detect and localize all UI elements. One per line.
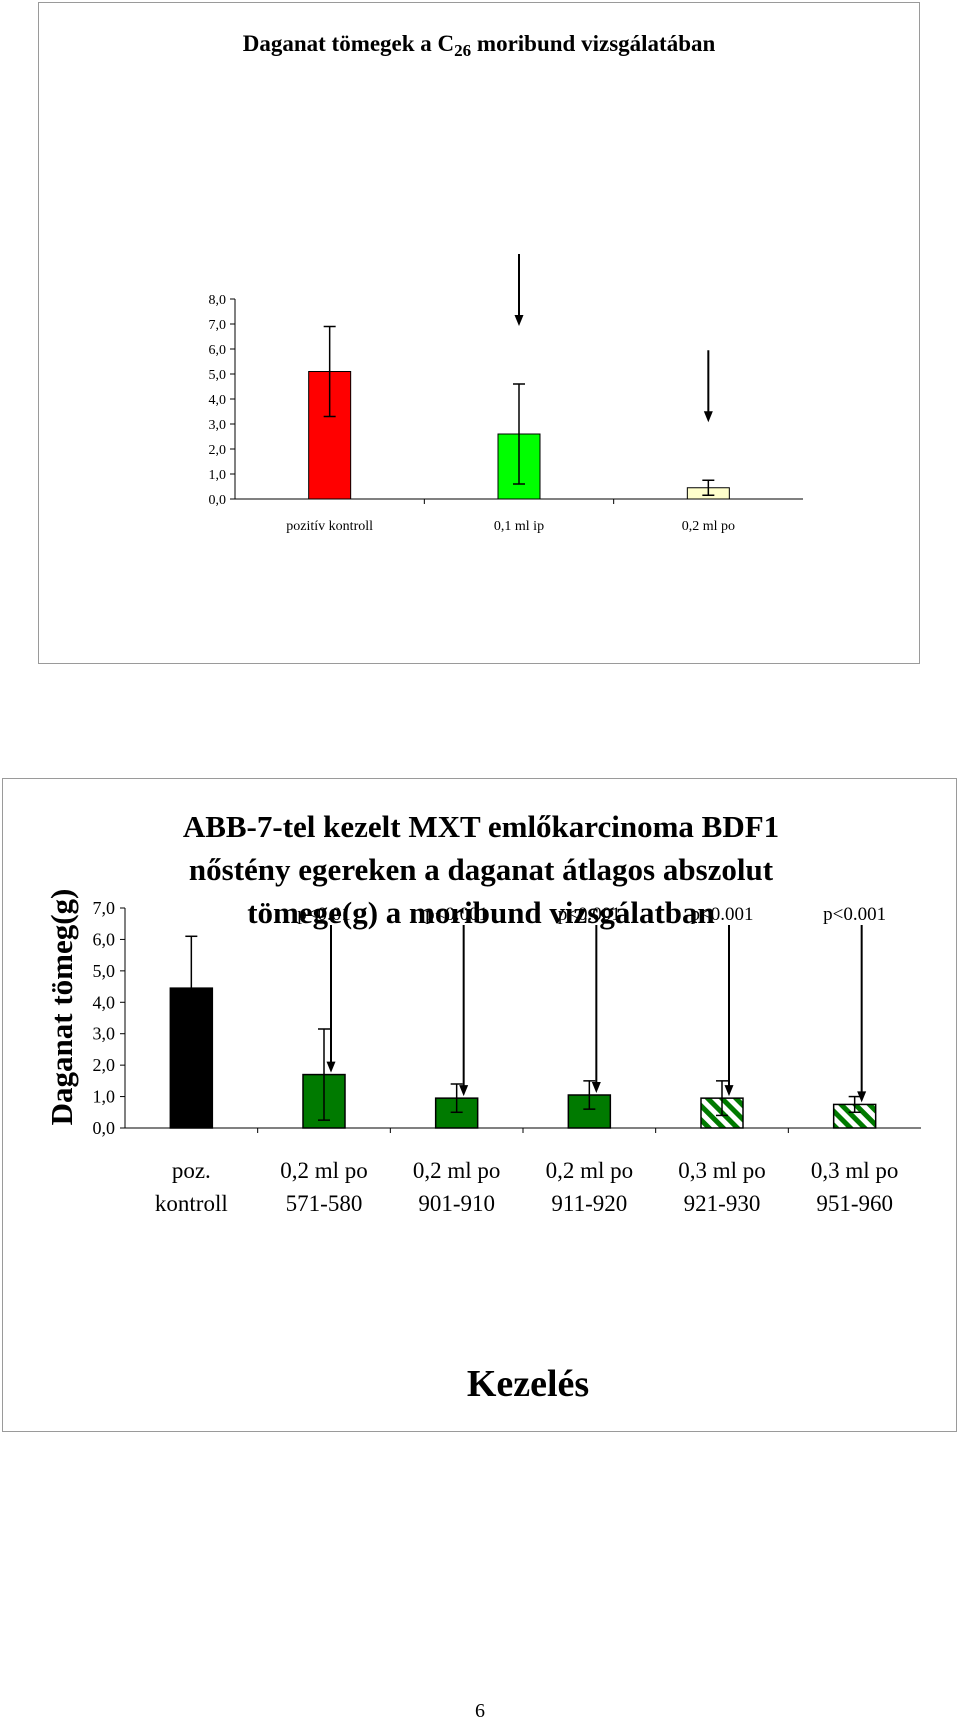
significance-arrow-head: [459, 1085, 469, 1097]
x-category-label-line-1: 0,3 ml po: [811, 1158, 899, 1183]
x-category-label-line-2: kontroll: [155, 1191, 228, 1216]
x-category-label: 0,1 ml ip: [494, 519, 544, 534]
significance-arrow-head: [326, 1061, 336, 1073]
x-category-label-line-1: 0,2 ml po: [280, 1158, 368, 1183]
x-axis-label: Kezelés: [467, 1363, 589, 1405]
y-tick-label: 7,0: [93, 898, 116, 918]
p-value-annotation: p<0.001: [823, 904, 886, 925]
chart-title-line-2: nőstény egereken a daganat átlagos abszo…: [189, 852, 774, 887]
y-tick-label: 7,0: [209, 318, 227, 333]
y-tick-label: 6,0: [93, 929, 116, 949]
page-number: 6: [475, 1700, 485, 1722]
x-category-label-line-1: 0,2 ml po: [546, 1158, 634, 1183]
y-tick-label: 1,0: [93, 1087, 116, 1107]
x-category-label-line-2: 951-960: [816, 1191, 893, 1216]
y-tick-label: 1,0: [209, 468, 227, 483]
x-category-label-line-2: 911-920: [551, 1191, 627, 1216]
y-tick-label: 8,0: [209, 293, 227, 308]
y-tick-label: 5,0: [93, 961, 116, 981]
y-tick-label: 2,0: [209, 443, 227, 458]
x-category-label: 0,2 ml po: [682, 519, 735, 534]
significance-arrow-head: [703, 411, 713, 423]
p-value-annotation: p<0.001: [425, 904, 488, 925]
significance-arrow-head: [724, 1085, 734, 1097]
y-tick-label: 5,0: [209, 368, 227, 383]
chart-abb7-svg: ABB-7-tel kezelt MXT emlőkarcinoma BDF1 …: [44, 809, 921, 1405]
y-axis-label: Daganat tömeg(g): [44, 889, 79, 1126]
y-tick-label: 2,0: [93, 1055, 116, 1075]
y-tick-label: 3,0: [93, 1024, 116, 1044]
x-category-label-line-1: 0,3 ml po: [678, 1158, 766, 1183]
y-tick-label: 0,0: [209, 493, 227, 508]
chart-panel-c26: Daganat tömegek a C26 moribund vizsgálat…: [38, 2, 920, 664]
significance-arrow-head: [591, 1082, 601, 1093]
x-category-label: pozitív kontroll: [286, 519, 373, 534]
x-category-label-line-1: poz.: [172, 1158, 211, 1183]
chart-title-line-3: tömege(g) a moribund vizsgálatban: [247, 895, 715, 930]
p-value-annotation: p<0.001: [691, 904, 754, 925]
x-category-label-line-1: 0,2 ml po: [413, 1158, 501, 1183]
y-tick-label: 4,0: [93, 992, 116, 1012]
chart-panel-abb7: ABB-7-tel kezelt MXT emlőkarcinoma BDF1 …: [2, 778, 957, 1432]
y-tick-label: 3,0: [209, 418, 227, 433]
significance-arrow-head: [514, 315, 524, 326]
chart-title-line-1: ABB-7-tel kezelt MXT emlőkarcinoma BDF1: [183, 809, 779, 844]
x-category-label-line-2: 571-580: [286, 1191, 363, 1216]
y-tick-label: 6,0: [209, 343, 227, 358]
x-category-label-line-2: 921-930: [684, 1191, 761, 1216]
p-value-annotation: p<0.001: [558, 904, 621, 925]
chart-c26-svg: Daganat tömegek a C26 moribund vizsgálat…: [209, 31, 803, 534]
y-tick-label: 4,0: [209, 393, 227, 408]
p-value-annotation: p<0.01: [297, 904, 350, 925]
x-category-label-line-2: 901-910: [418, 1191, 495, 1216]
significance-arrow-head: [857, 1091, 867, 1103]
y-tick-label: 0,0: [93, 1118, 116, 1138]
chart-title: Daganat tömegek a C26 moribund vizsgálat…: [243, 31, 716, 60]
